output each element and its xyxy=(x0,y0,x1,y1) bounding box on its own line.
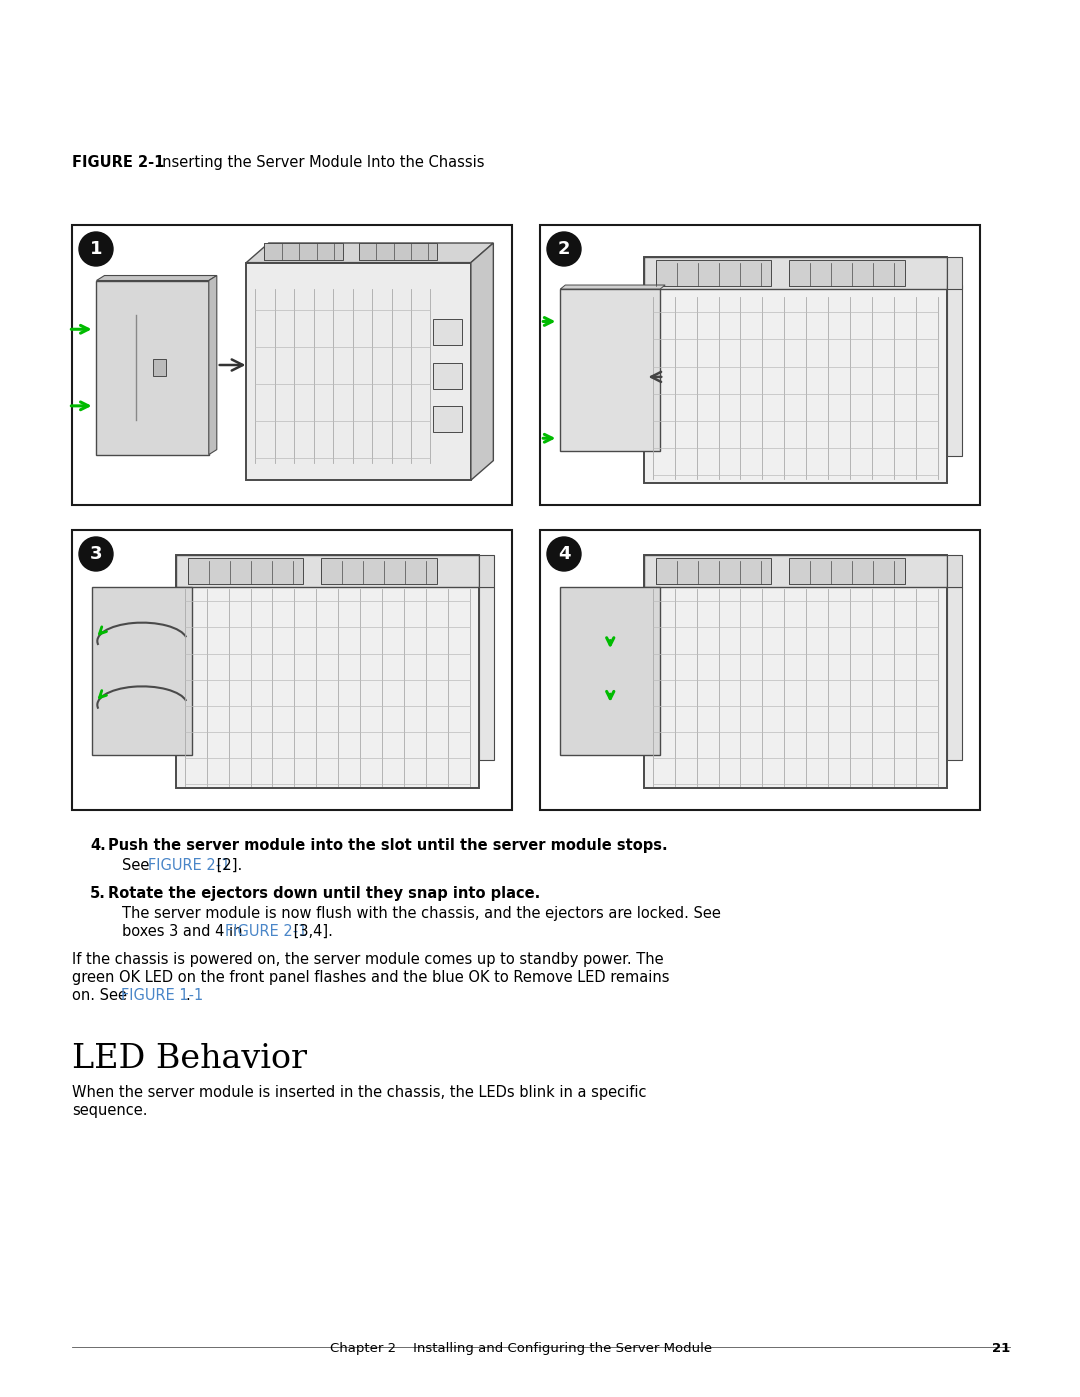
Text: Push the server module into the slot until the server module stops.: Push the server module into the slot unt… xyxy=(108,838,667,854)
Bar xyxy=(96,281,208,454)
Text: green OK LED on the front panel flashes and the blue OK to Remove LED remains: green OK LED on the front panel flashes … xyxy=(72,970,670,985)
Text: on. See: on. See xyxy=(72,988,132,1003)
Text: FIGURE 2-1: FIGURE 2-1 xyxy=(225,923,308,939)
Bar xyxy=(433,363,462,388)
Bar xyxy=(176,555,480,788)
Text: FIGURE 1-1: FIGURE 1-1 xyxy=(121,988,203,1003)
Bar xyxy=(561,289,660,451)
Bar xyxy=(321,557,436,584)
Text: See: See xyxy=(122,858,154,873)
Circle shape xyxy=(79,536,113,571)
Text: [2].: [2]. xyxy=(212,858,242,873)
Text: 2: 2 xyxy=(557,240,570,258)
Bar xyxy=(789,557,905,584)
Bar xyxy=(644,257,947,289)
Text: When the server module is inserted in the chassis, the LEDs blink in a specific: When the server module is inserted in th… xyxy=(72,1085,647,1099)
Bar xyxy=(540,225,980,504)
Bar xyxy=(947,257,962,289)
Text: Rotate the ejectors down until they snap into place.: Rotate the ejectors down until they snap… xyxy=(108,886,540,901)
Bar xyxy=(656,557,771,584)
Polygon shape xyxy=(561,285,665,289)
Circle shape xyxy=(546,536,581,571)
Polygon shape xyxy=(208,275,217,454)
Bar xyxy=(947,555,962,587)
Circle shape xyxy=(79,232,113,265)
Circle shape xyxy=(546,232,581,265)
Text: boxes 3 and 4 in: boxes 3 and 4 in xyxy=(122,923,247,939)
Bar xyxy=(246,263,471,481)
Bar xyxy=(540,529,980,810)
Bar xyxy=(92,587,192,756)
Polygon shape xyxy=(96,275,217,281)
Text: If the chassis is powered on, the server module comes up to standby power. The: If the chassis is powered on, the server… xyxy=(72,951,663,967)
Text: .: . xyxy=(185,988,190,1003)
Bar xyxy=(265,243,342,260)
Bar xyxy=(152,359,166,376)
Bar xyxy=(433,407,462,432)
Polygon shape xyxy=(246,243,494,263)
Bar xyxy=(789,260,905,286)
Text: 1: 1 xyxy=(90,240,103,258)
Bar xyxy=(72,225,512,504)
Bar xyxy=(480,555,495,587)
Text: FIGURE 2-1: FIGURE 2-1 xyxy=(72,155,164,170)
Bar xyxy=(188,557,303,584)
Text: 21: 21 xyxy=(991,1343,1010,1355)
Text: The server module is now flush with the chassis, and the ejectors are locked. Se: The server module is now flush with the … xyxy=(122,907,720,921)
Text: sequence.: sequence. xyxy=(72,1104,148,1118)
Bar xyxy=(947,285,962,455)
Bar xyxy=(359,243,437,260)
Text: 3: 3 xyxy=(90,545,103,563)
Text: Inserting the Server Module Into the Chassis: Inserting the Server Module Into the Cha… xyxy=(144,155,485,170)
Text: 4: 4 xyxy=(557,545,570,563)
Text: 4.: 4. xyxy=(90,838,106,854)
Bar xyxy=(561,587,660,756)
Bar xyxy=(176,555,480,587)
Bar xyxy=(644,257,947,483)
Bar xyxy=(433,319,462,345)
Text: 5.: 5. xyxy=(90,886,106,901)
Text: Chapter 2    Installing and Configuring the Server Module: Chapter 2 Installing and Configuring the… xyxy=(329,1343,712,1355)
Bar xyxy=(72,529,512,810)
Polygon shape xyxy=(471,243,494,481)
Text: [3,4].: [3,4]. xyxy=(289,923,333,939)
Text: LED Behavior: LED Behavior xyxy=(72,1044,307,1076)
Bar xyxy=(947,587,962,760)
Bar xyxy=(644,555,947,788)
Bar xyxy=(644,555,947,587)
Bar xyxy=(656,260,771,286)
Text: FIGURE 2-1: FIGURE 2-1 xyxy=(148,858,230,873)
Bar xyxy=(480,587,495,760)
